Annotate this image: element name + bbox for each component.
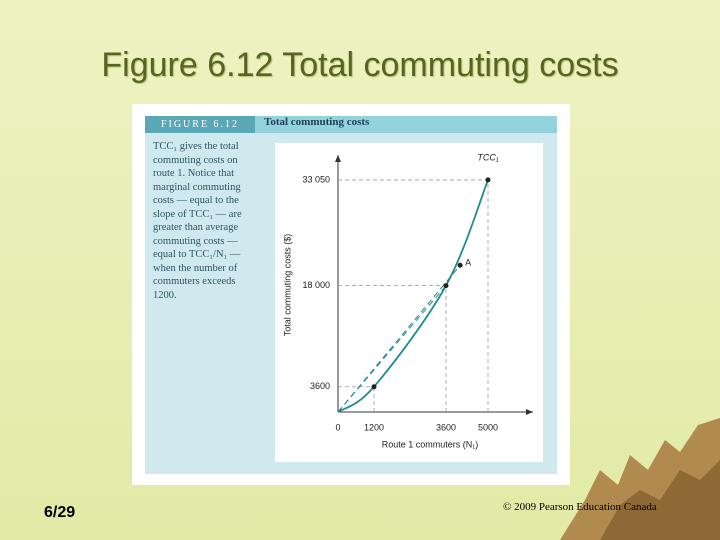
slide-title: Figure 6.12 Total commuting costs bbox=[101, 46, 619, 84]
y-axis-arrow bbox=[335, 155, 341, 162]
figure-heading: Total commuting costs bbox=[264, 116, 370, 128]
y-tick-label: 18 000 bbox=[302, 280, 330, 290]
x-tick-label: 3600 bbox=[436, 422, 456, 432]
annotation: A bbox=[465, 258, 471, 268]
y-tick-label: 3600 bbox=[310, 381, 330, 391]
point bbox=[371, 384, 377, 390]
point bbox=[485, 177, 491, 183]
page-number: 6/29 bbox=[44, 504, 76, 521]
y-tick-label: 33 050 bbox=[302, 174, 330, 184]
line bbox=[337, 179, 489, 413]
copyright: © 2009 Pearson Education Canada bbox=[503, 501, 657, 513]
y-axis-label: Total commuting costs ($) bbox=[282, 234, 292, 337]
x-tick-label: 0 bbox=[335, 422, 340, 432]
figure-caption: TCC₁ gives the total commuting costs on … bbox=[153, 141, 242, 301]
x-axis-label: Route 1 commuters (N₁) bbox=[382, 439, 479, 449]
average-cost-ray bbox=[337, 285, 447, 413]
series-label: TCC₁ bbox=[477, 152, 498, 162]
point bbox=[443, 283, 449, 289]
average-cost-ray bbox=[337, 264, 461, 413]
plot-background bbox=[275, 143, 543, 462]
annotation-point bbox=[457, 262, 463, 268]
x-tick-label: 5000 bbox=[478, 422, 498, 432]
figure-label: FIGURE 6.12 bbox=[145, 116, 255, 133]
x-tick-label: 1200 bbox=[364, 422, 384, 432]
x-axis-arrow bbox=[526, 409, 533, 415]
